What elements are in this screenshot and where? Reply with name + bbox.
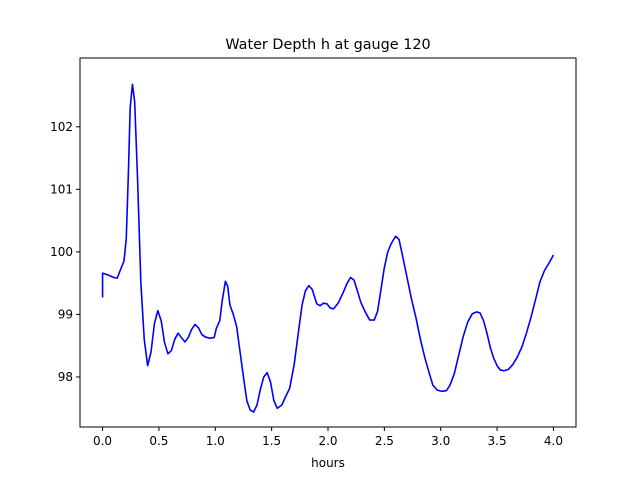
x-tick-label: 3.5 xyxy=(488,434,507,448)
y-axis: 98 99 100 101 102 xyxy=(50,120,80,384)
x-tick-label: 2.5 xyxy=(375,434,394,448)
x-tick-label: 1.5 xyxy=(262,434,281,448)
x-tick-label: 0.0 xyxy=(93,434,112,448)
x-axis: 0.0 0.5 1.0 1.5 2.0 2.5 3.0 3.5 4.0 xyxy=(93,427,563,448)
x-axis-label: hours xyxy=(311,456,345,470)
y-tick-label: 100 xyxy=(50,245,73,259)
x-tick-label: 0.5 xyxy=(149,434,168,448)
series-line xyxy=(101,83,555,413)
x-tick-label: 3.0 xyxy=(431,434,450,448)
x-tick-label: 2.0 xyxy=(318,434,337,448)
x-tick-label: 4.0 xyxy=(544,434,563,448)
x-tick-label: 1.0 xyxy=(206,434,225,448)
y-tick-label: 99 xyxy=(58,307,73,321)
y-tick-label: 101 xyxy=(50,182,73,196)
series-layer xyxy=(101,83,555,413)
y-tick-label: 102 xyxy=(50,120,73,134)
y-tick-label: 98 xyxy=(58,370,73,384)
chart-title: Water Depth h at gauge 120 xyxy=(225,37,430,53)
